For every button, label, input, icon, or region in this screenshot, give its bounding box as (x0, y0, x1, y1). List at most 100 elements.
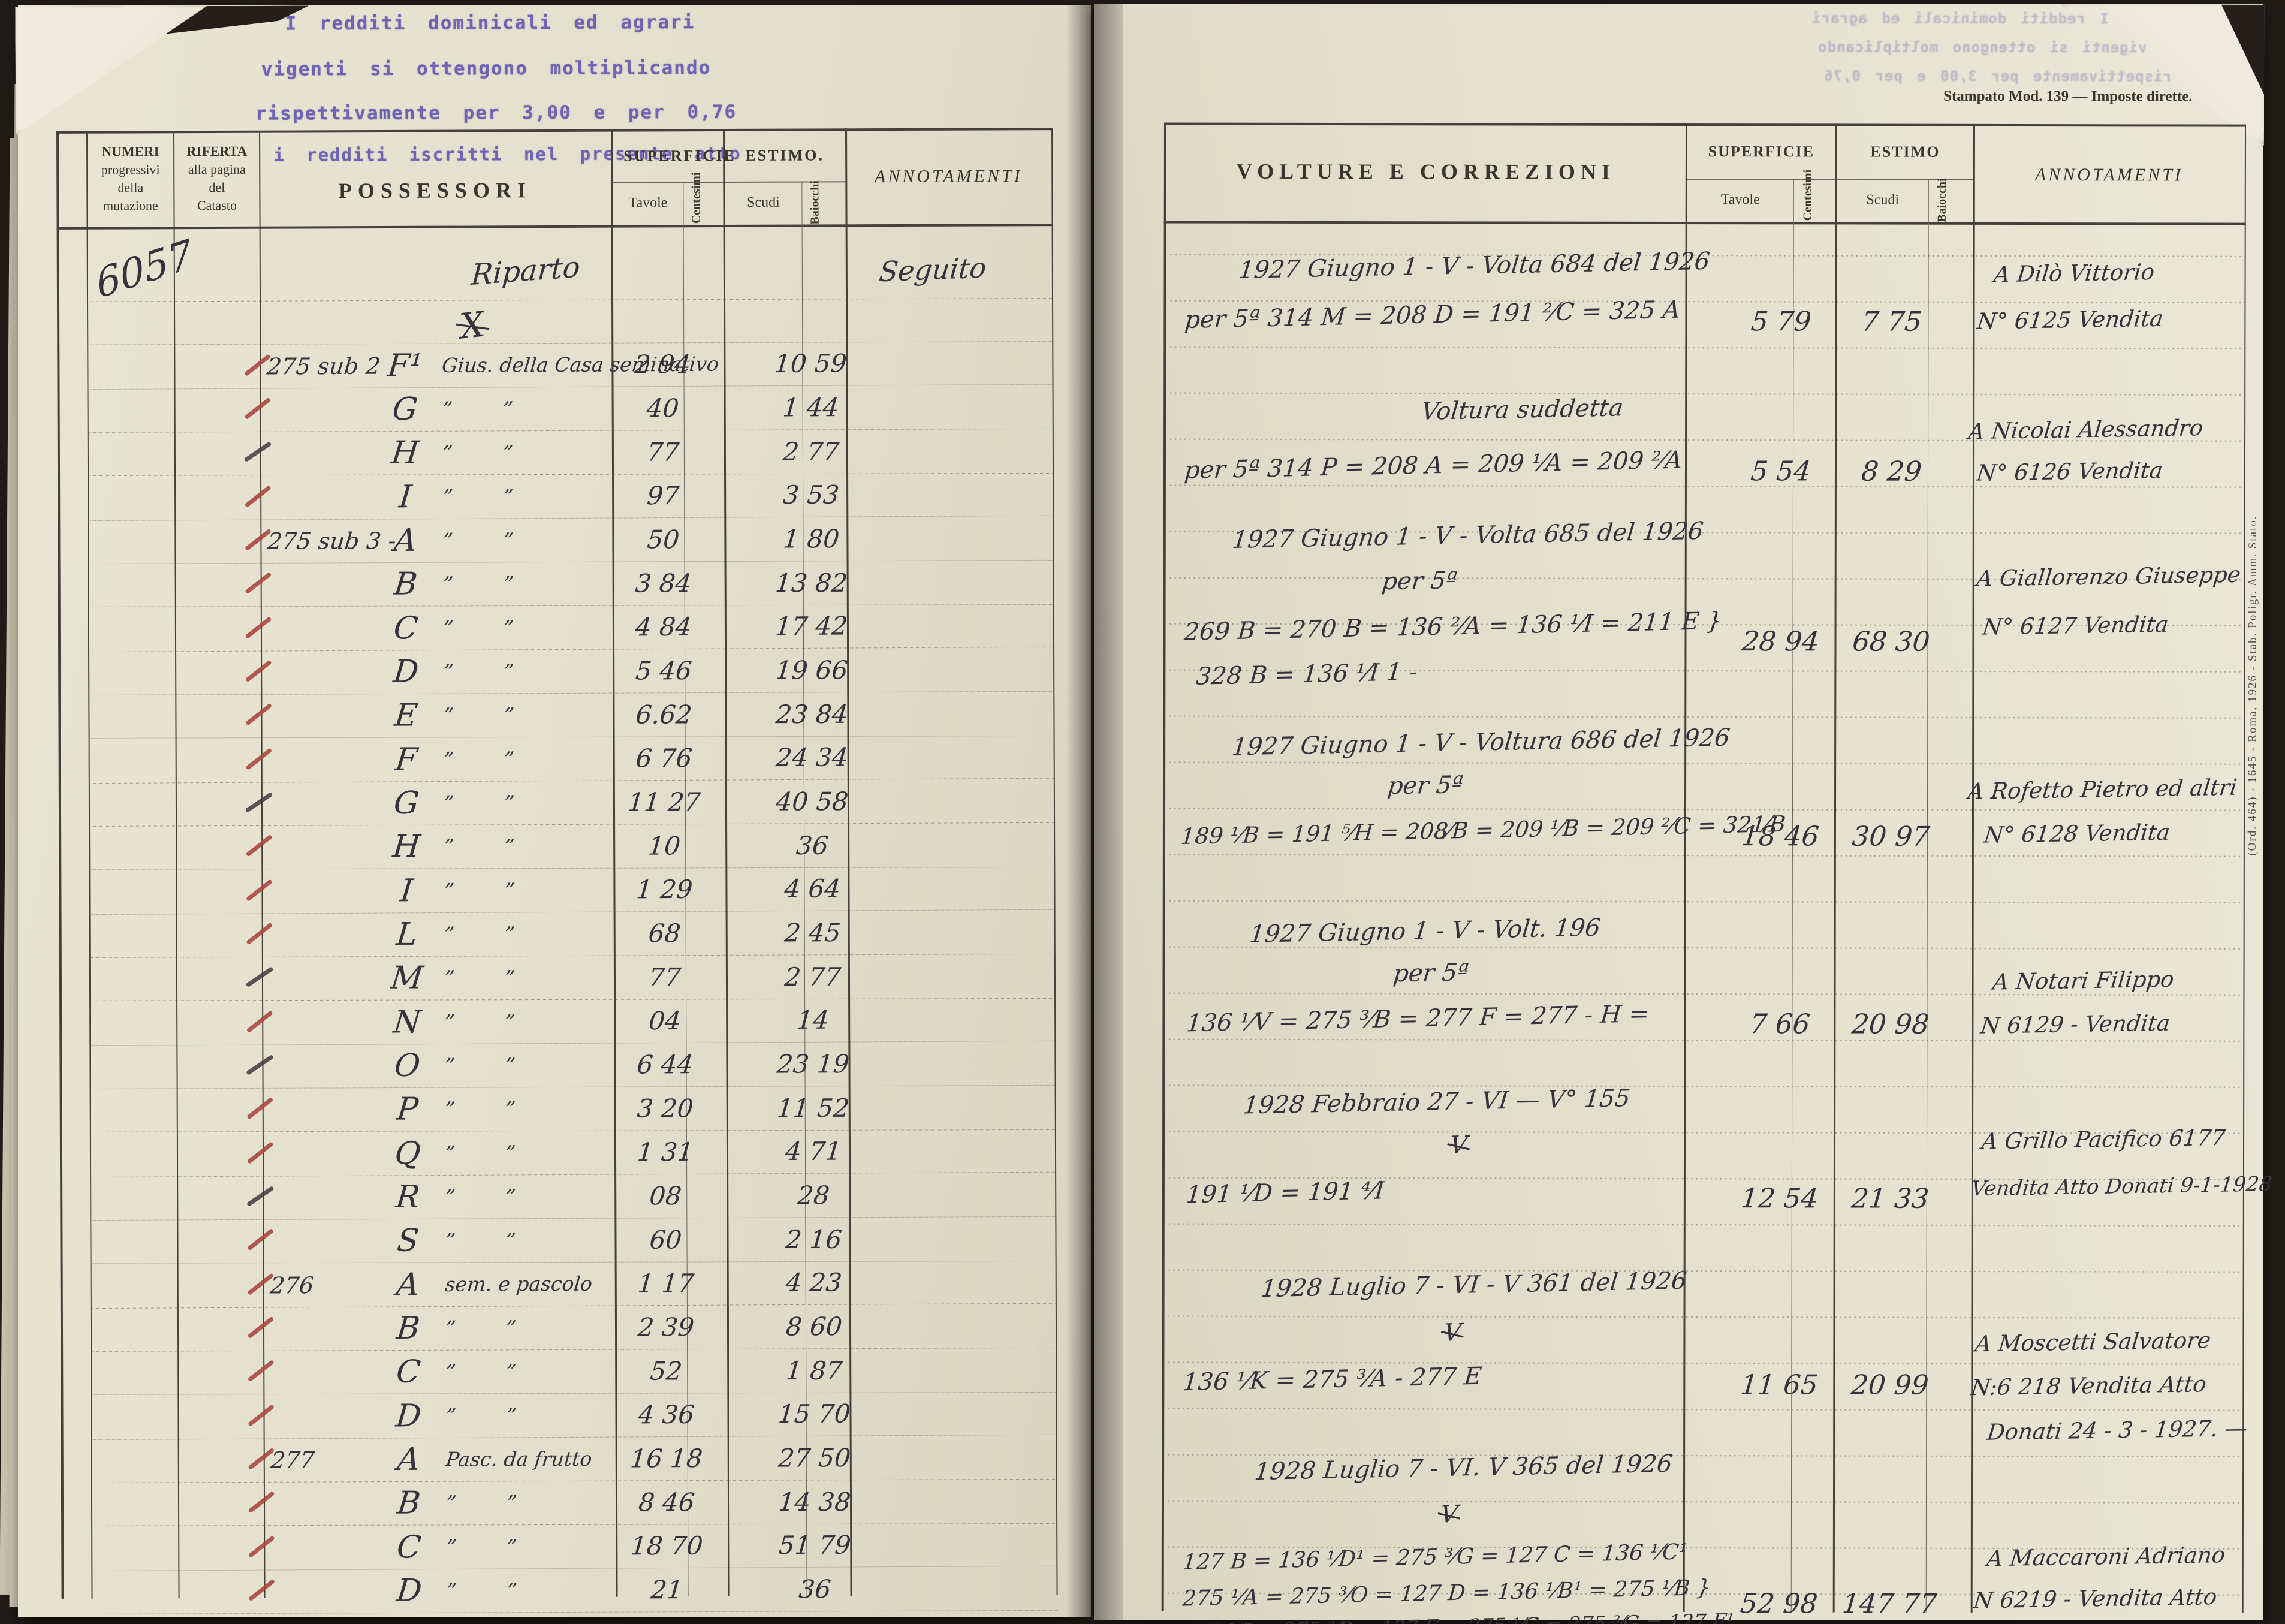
superficie-value: 10 (647, 831, 682, 861)
superficie-value: 3 84 (634, 568, 693, 598)
parcel-letter: H (390, 435, 421, 471)
parcel-description: ” ” (445, 1535, 518, 1559)
estimo-value: 4 64 (783, 873, 842, 904)
parcel-letter: C (394, 1354, 423, 1390)
parcel-letter: E (393, 697, 420, 734)
parcel-letter: B (395, 1485, 423, 1521)
parcel-description: ” ” (442, 616, 515, 640)
audit-tick-mark (246, 1228, 275, 1251)
parcel-letter: O (393, 1047, 422, 1084)
revenue-stamp-line: vigenti si ottengono moltiplicando (261, 57, 712, 80)
superficie-value: 77 (647, 962, 682, 992)
header-tavole: Tavole (1720, 192, 1760, 208)
superficie-value: 77 (646, 437, 680, 467)
table-row: D ” ” 4 36 15 70 (91, 1391, 1057, 1441)
estimo-value: 23 19 (776, 1049, 851, 1079)
superficie-value: 52 (649, 1356, 684, 1386)
parcel-letter: N (391, 1004, 423, 1041)
parcel-description: ” ” (441, 484, 514, 509)
header-annotamenti: ANNOTAMENTI (874, 166, 1023, 187)
table-row: D ” ” 5 46 19 66 (88, 647, 1055, 695)
parcel-description: ” ” (442, 703, 516, 727)
parcel-description: ” ” (441, 572, 515, 596)
parcel-description: ” ” (442, 747, 516, 772)
audit-tick-mark (247, 1316, 275, 1339)
section-title: Riparto (470, 250, 581, 293)
parcel-description: ” ” (443, 966, 516, 990)
header-volture: VOLTURE E CORREZIONI (1236, 159, 1615, 184)
column-rule (56, 131, 64, 1599)
audit-tick-mark (245, 966, 274, 988)
superficie-value: 1 31 (636, 1137, 695, 1167)
table-row: O ” ” 6 44 23 19 (89, 1041, 1056, 1089)
parcel-description: ” ” (444, 1316, 517, 1340)
superficie-value: 18 70 (629, 1530, 704, 1561)
table-row: P ” ” 3 20 11 52 (89, 1086, 1056, 1132)
superficie-value: 40 (645, 393, 680, 423)
superficie-value: 4 36 (637, 1399, 696, 1430)
parcel-description: ” ” (444, 1141, 517, 1165)
estimo-value: 10 59 (773, 348, 848, 379)
table-row: C ” ” 4 84 17 42 (88, 603, 1055, 653)
parcel-description: ” ” (443, 1097, 517, 1121)
estimo-value: 2 45 (783, 918, 842, 948)
superficie-value: 11 27 (626, 787, 702, 817)
parcel-letter: R (394, 1179, 421, 1216)
estimo-value: 23 84 (774, 699, 849, 730)
table-row: C ” ” 18 70 51 79 (91, 1522, 1058, 1572)
superficie-value: 1 29 (635, 874, 694, 905)
table-row: E ” ” 6.62 23 84 (88, 692, 1055, 739)
parcel-description: sem. e pascolo (444, 1272, 594, 1297)
table-row: 275 sub 3 - A ” ” 50 1 80 (88, 516, 1054, 564)
audit-tick-mark (246, 922, 273, 945)
estimo-value: 1 44 (781, 393, 840, 423)
audit-tick-mark (243, 441, 272, 463)
audit-tick-mark (246, 1054, 274, 1075)
audit-tick-mark (245, 571, 272, 595)
table-row: D ” ” 21 36 (91, 1566, 1058, 1614)
header-riferta: RIFERTA alla pagina del Catasto (186, 143, 248, 213)
parcel-letter: Q (393, 1135, 423, 1172)
header-baiocchi: Baiocchi (1935, 178, 1949, 222)
header-possessori: POSSESSORI (338, 178, 532, 203)
parcel-description: ” ” (445, 1491, 518, 1515)
parcel-description: ” ” (441, 441, 514, 465)
parcel-letter: B (394, 1310, 422, 1347)
audit-tick-mark (245, 703, 273, 726)
audit-tick-mark (244, 397, 272, 420)
parcel-description: ” ” (442, 922, 516, 946)
estimo-value: 11 52 (776, 1093, 851, 1123)
parcel-letter: C (392, 610, 420, 647)
parcel-letter: P (395, 1091, 420, 1128)
estimo-value: 14 38 (777, 1487, 852, 1517)
audit-tick-mark (245, 616, 272, 639)
superficie-value: 3 20 (635, 1093, 695, 1123)
possessori-rows: 275 sub 2 F¹ Gius. della Casa seminativo… (87, 341, 1058, 1614)
superficie-value: 6.62 (634, 700, 694, 730)
superficie-value: 50 (646, 525, 681, 555)
table-row: L ” ” 68 2 45 (89, 910, 1056, 958)
table-row: I ” ” 97 3 53 (87, 472, 1054, 522)
parcel-letter: G (390, 391, 420, 428)
audit-tick-mark (248, 1578, 276, 1602)
estimo-value: 2 16 (784, 1224, 843, 1255)
book-spine-shadow (1066, 0, 1123, 1624)
parcel-description: ” ” (442, 791, 516, 815)
superficie-value: 21 (649, 1575, 685, 1605)
column-rule (1161, 122, 1167, 1611)
superficie-value: 1 17 (637, 1268, 695, 1298)
table-row: Q ” ” 1 31 4 71 (89, 1128, 1057, 1178)
estimo-value: 27 50 (777, 1443, 852, 1473)
table-frame (1163, 122, 2247, 127)
parcel-description: ” ” (442, 878, 516, 903)
table-row: H ” ” 10 36 (89, 823, 1056, 870)
parcel-letter: S (395, 1222, 421, 1259)
header-scudi: Scudi (747, 194, 780, 210)
estimo-value: 19 66 (774, 655, 849, 685)
table-row: B ” ” 3 84 13 82 (88, 561, 1054, 607)
parcel-letter: H (391, 828, 422, 865)
volture-block: 1927 Giugno 1 - V - Volta 684 del 1926 p… (1183, 247, 2165, 338)
parcel-description: Pasc. da frutto (444, 1447, 593, 1471)
superficie-value: 5 46 (634, 656, 694, 686)
parcel-description: ” ” (441, 528, 515, 552)
